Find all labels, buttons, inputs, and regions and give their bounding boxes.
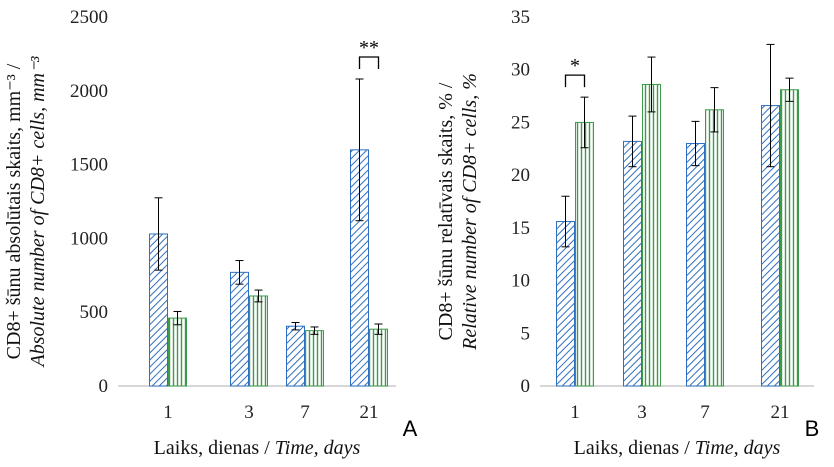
y-axis-label-line2: Relative number of CD8+ cells, % [459,73,481,351]
x-tick-label: 7 [300,402,310,423]
panel-letter: B [805,416,820,441]
y-tick-label: 0 [99,376,109,397]
x-tick-label: 21 [771,402,790,423]
y-tick-label: 2500 [70,7,108,28]
y-axis-label-line2: Absolute number of CD8+ cells, mm⁻³ [27,55,49,368]
bar-series2-cat7 [705,109,724,387]
y-tick-label: 10 [511,271,530,292]
bar-series2-cat3 [249,295,268,387]
significance-bracket [358,56,380,69]
x-axis-label-italic: Time, days [275,437,361,459]
y-tick-label: 15 [511,218,530,239]
y-tick-label: 20 [511,165,530,186]
y-tick-label: 1500 [70,155,108,176]
bar-series2-cat7 [305,330,324,387]
y-tick-label: 1000 [70,228,108,249]
y-tick-label: 2000 [70,81,108,102]
x-tick-label: 3 [637,402,647,423]
y-axis-label-line1: CD8+ šūnu relatīvais skaits, % / [435,82,457,340]
x-tick-label: 7 [700,402,710,423]
bar-series1-cat7 [286,325,305,387]
y-tick-label: 5 [521,323,531,344]
x-tick-label: 21 [360,402,379,423]
panel-letter: A [403,416,418,441]
y-axis-label-line1: CD8+ šūnu absolūtais skaits, mm⁻³ / [3,63,25,359]
x-axis-label-plain: Laiks, dienas / [154,437,275,459]
bar-series2-cat21 [369,328,388,387]
bar-series2-cat3 [642,83,661,387]
y-tick-label: 25 [511,112,530,133]
bar-series1-cat3 [623,140,642,387]
y-tick-label: 0 [521,376,531,397]
x-axis-label-plain: Laiks, dienas / [574,437,695,459]
y-tick-label: 500 [80,302,109,323]
bar-series1-cat3 [230,271,249,387]
significance-label: ** [359,37,379,59]
significance-label: * [570,55,580,77]
bar-series1-cat7 [686,143,705,387]
bar-series2-cat21 [780,89,799,387]
x-tick-label: 3 [244,402,254,423]
x-tick-label: 1 [163,402,173,423]
bar-series2-cat1 [575,121,594,387]
y-tick-label: 30 [511,60,530,81]
x-tick-label: 1 [570,402,580,423]
chart-panel-a: 0 500 1000 1500 2000 2500 1 3 7 21 ** CD8+ šūnu abs… [3,7,418,459]
y-tick-label: 35 [511,7,530,28]
x-axis-label-italic: Time, days [695,437,781,459]
x-axis-label: Laiks, dienas / Time, days [154,437,361,459]
chart-panel-b: 0 5 10 15 20 25 30 35 1 3 7 21 * CD8+ šūnu relatīvais… [435,7,819,459]
significance-bracket [564,74,586,88]
bar-series2-cat1 [168,317,187,387]
x-axis-label: Laiks, dienas / Time, days [574,437,781,459]
